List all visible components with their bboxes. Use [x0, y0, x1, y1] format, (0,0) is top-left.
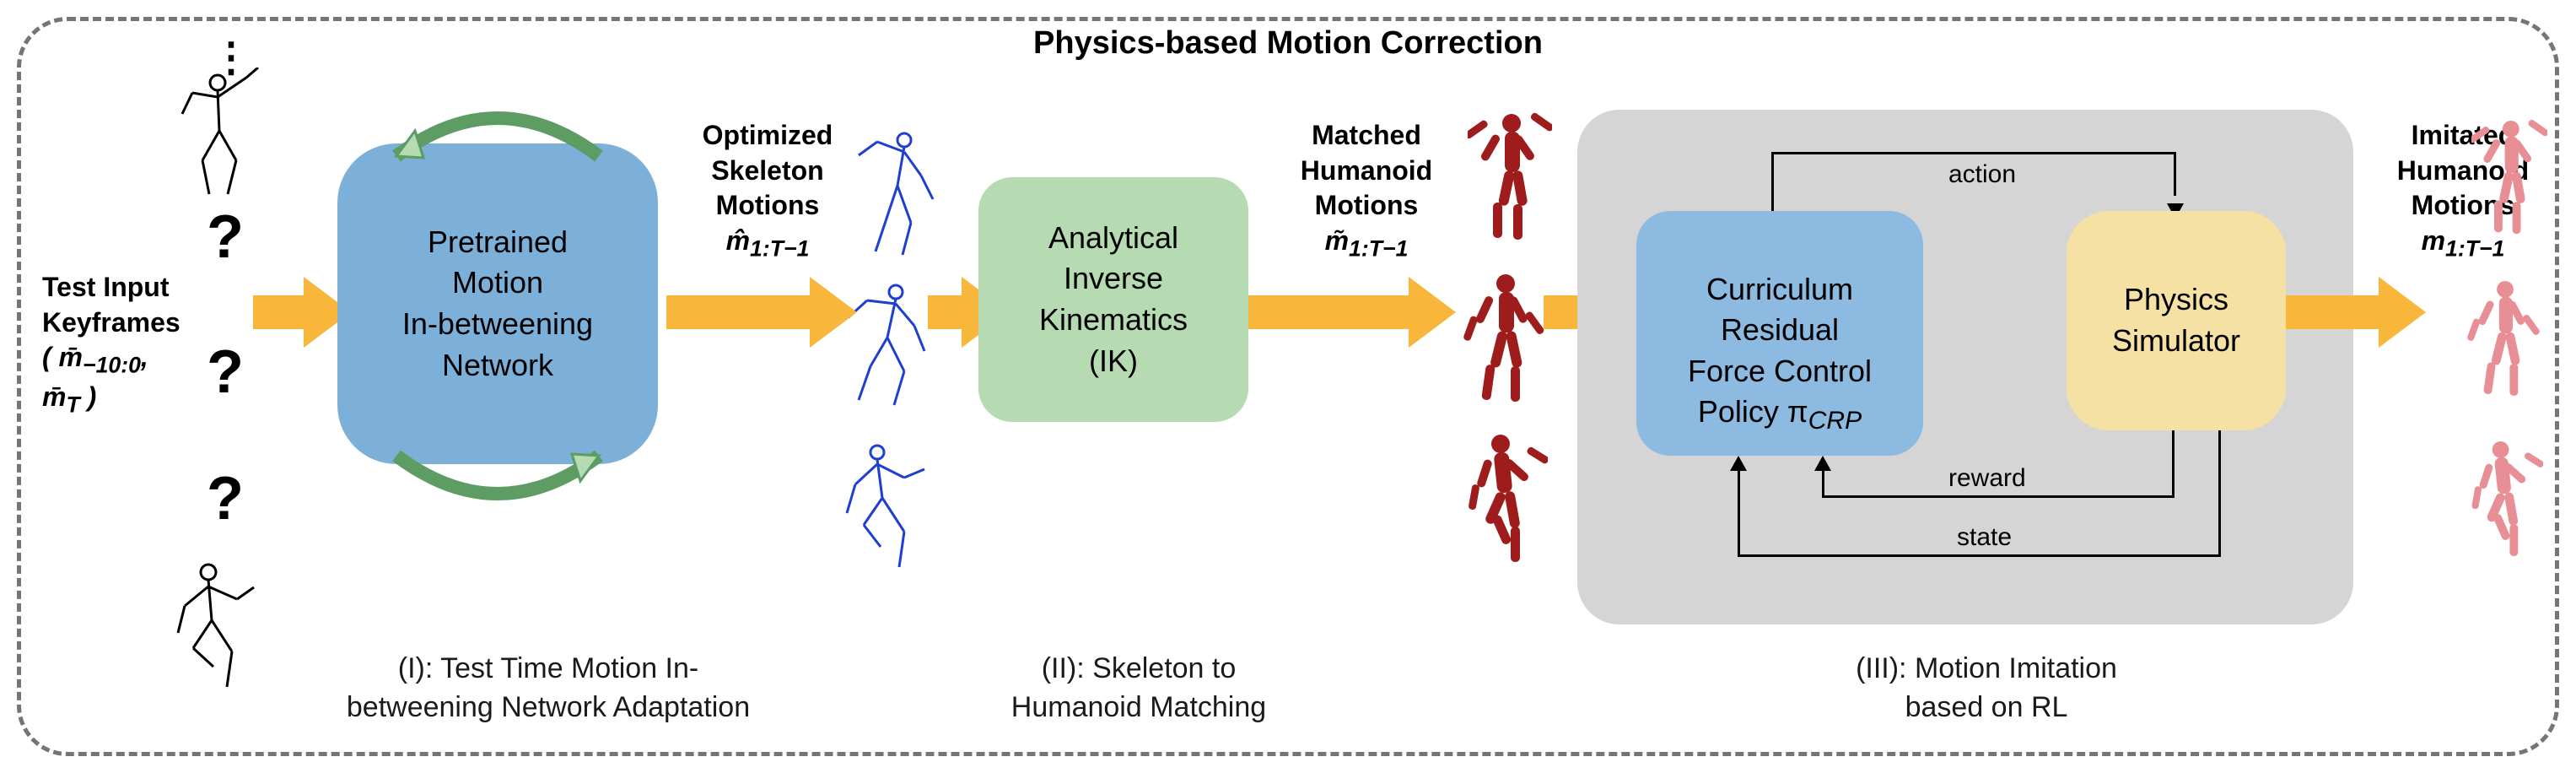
matched-sym: m̃	[1325, 225, 1349, 256]
question-mark-2: ?	[207, 338, 244, 407]
opt-sub: 1:T−1	[750, 235, 809, 261]
opt-lines: Optimized Skeleton Motions	[703, 120, 833, 220]
reward-label: reward	[1948, 464, 2026, 493]
humanoid-pink-2	[2467, 270, 2543, 414]
state-line-h	[1738, 554, 2221, 557]
optimized-skeleton-label: Optimized Skeleton Motions m̂1:T−1	[675, 118, 860, 263]
matched-humanoid-label: Matched Humanoid Motions m̃1:T−1	[1265, 118, 1468, 263]
state-line-v2	[1738, 468, 1740, 554]
humanoid-red-3	[1463, 430, 1548, 574]
action-line-v2	[2174, 152, 2176, 196]
matched-sub: 1:T−1	[1349, 235, 1408, 261]
action-line-h	[1771, 152, 2176, 154]
matched-lines: Matched Humanoid Motions	[1301, 120, 1432, 220]
imitated-sym: m	[2422, 225, 2445, 256]
policy-text: Curriculum Residual Force Control Policy…	[1688, 272, 1872, 430]
skeleton-blue-1	[852, 127, 936, 262]
skeleton-black-2	[173, 557, 257, 692]
stage2-caption: (II): Skeleton to Humanoid Matching	[953, 650, 1324, 727]
ik-text: Analytical Inverse Kinematics (IK)	[1039, 218, 1188, 381]
input-paren-close: )	[80, 381, 97, 412]
question-mark-1: ?	[207, 203, 244, 272]
crp-policy-block: Curriculum Residual Force Control Policy…	[1636, 211, 1923, 456]
skeleton-blue-3	[843, 439, 928, 574]
state-line-v1	[2218, 430, 2221, 557]
state-label: state	[1957, 523, 2012, 552]
humanoid-red-2	[1463, 270, 1548, 414]
input-line1: Test Input	[42, 272, 170, 302]
action-label: action	[1948, 160, 2016, 189]
diagram-title: Physics-based Motion Correction	[0, 25, 2576, 62]
question-mark-3: ?	[207, 464, 244, 533]
action-line-v1	[1771, 152, 1774, 211]
policy-sub: CRP	[1808, 408, 1862, 435]
reward-line-v1	[2172, 430, 2175, 498]
reward-line-v2	[1822, 468, 1824, 495]
opt-sym: m̂	[726, 225, 750, 256]
stage3-caption: (III): Motion Imitation based on RL	[1754, 650, 2218, 727]
input-mT: m̄	[42, 381, 66, 412]
humanoid-pink-1	[2471, 110, 2547, 253]
humanoid-pink-3	[2467, 430, 2543, 574]
pretrained-text: Pretrained Motion In-betweening Network	[402, 222, 593, 386]
sim-text: Physics Simulator	[2112, 279, 2240, 361]
input-paren-open: ( m̄	[42, 342, 83, 372]
input-sub2: T	[66, 392, 79, 418]
ik-block: Analytical Inverse Kinematics (IK)	[978, 177, 1248, 422]
reward-line-h	[1822, 495, 2175, 498]
stage1-caption: (I): Test Time Motion In- betweening Net…	[312, 650, 784, 727]
skeleton-black-1	[177, 68, 261, 203]
input-line2: Keyframes	[42, 307, 181, 338]
physics-sim-block: Physics Simulator	[2067, 211, 2286, 430]
input-keyframes-label: Test Input Keyframes ( m̄−10:0, m̄T )	[42, 270, 194, 419]
pretrained-network-block: Pretrained Motion In-betweening Network	[337, 143, 658, 464]
loop-arrow-top	[363, 97, 633, 165]
loop-arrow-bottom	[363, 447, 633, 515]
input-comma: ,	[141, 342, 148, 372]
state-arrowhead	[1730, 456, 1747, 471]
reward-arrowhead	[1814, 456, 1831, 471]
humanoid-red-1	[1468, 110, 1552, 253]
input-sub1: −10:0	[83, 353, 141, 378]
